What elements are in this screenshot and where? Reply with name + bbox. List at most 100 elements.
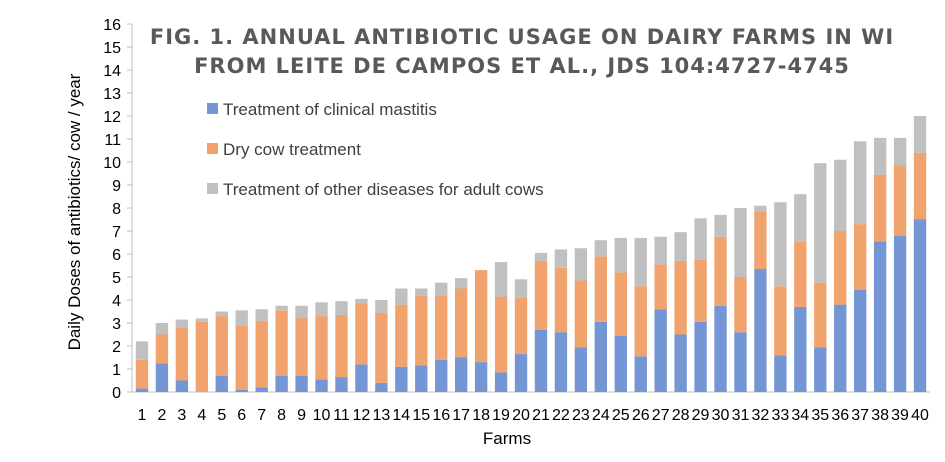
bar-dry-cow-treatment-farm-9: [295, 317, 308, 376]
bar-dry-cow-treatment-farm-3: [175, 327, 189, 381]
bar-treatment-of-clinical-mastitis-farm-33: [774, 355, 787, 392]
bar-treatment-of-clinical-mastitis-farm-5: [215, 375, 228, 392]
bar-treatment-of-other-diseases-for-adult-cows-farm-20: [514, 279, 528, 298]
x-tick-label: 15: [412, 407, 430, 424]
bar-treatment-of-clinical-mastitis-farm-16: [435, 359, 448, 392]
bar-treatment-of-clinical-mastitis-farm-25: [614, 335, 627, 392]
bar-treatment-of-clinical-mastitis-farm-6: [235, 389, 248, 392]
bar-treatment-of-clinical-mastitis-farm-15: [415, 365, 428, 392]
bar-treatment-of-clinical-mastitis-farm-8: [275, 375, 288, 392]
bar-treatment-of-other-diseases-for-adult-cows-farm-24: [594, 240, 608, 257]
bar-treatment-of-clinical-mastitis-farm-34: [794, 306, 807, 392]
bar-dry-cow-treatment-farm-8: [275, 310, 288, 376]
bar-dry-cow-treatment-farm-17: [454, 288, 468, 358]
x-tick-label: 35: [811, 407, 829, 424]
x-tick-label: 21: [532, 407, 550, 424]
bar-dry-cow-treatment-farm-25: [614, 272, 627, 336]
bar-treatment-of-clinical-mastitis-farm-11: [335, 377, 348, 392]
bar-dry-cow-treatment-farm-36: [834, 231, 847, 305]
bar-dry-cow-treatment-farm-29: [694, 259, 707, 322]
x-tick-label: 19: [492, 407, 510, 424]
bar-dry-cow-treatment-farm-11: [335, 314, 348, 378]
bar-dry-cow-treatment-farm-6: [235, 325, 248, 390]
bar-treatment-of-clinical-mastitis-farm-17: [454, 357, 468, 392]
y-tick-label: 14: [103, 63, 121, 80]
bar-dry-cow-treatment-farm-23: [574, 280, 588, 348]
x-tick-label: 16: [432, 407, 450, 424]
bar-treatment-of-clinical-mastitis-farm-36: [834, 304, 847, 392]
bar-dry-cow-treatment-farm-26: [634, 286, 647, 357]
x-tick-label: 26: [632, 407, 650, 424]
y-tick-label: 10: [103, 155, 121, 172]
bar-treatment-of-other-diseases-for-adult-cows-farm-17: [454, 278, 468, 289]
bar-treatment-of-other-diseases-for-adult-cows-farm-38: [873, 137, 887, 175]
x-tick-label: 38: [871, 407, 889, 424]
y-tick-label: 13: [103, 86, 121, 103]
x-tick-label: 29: [692, 407, 710, 424]
x-tick-label: 32: [752, 407, 770, 424]
bar-treatment-of-other-diseases-for-adult-cows-farm-39: [893, 137, 907, 166]
bar-treatment-of-clinical-mastitis-farm-31: [734, 332, 747, 392]
bar-dry-cow-treatment-farm-15: [415, 295, 428, 366]
x-tick-label: 39: [891, 407, 909, 424]
bar-dry-cow-treatment-farm-31: [734, 277, 747, 333]
bar-treatment-of-clinical-mastitis-farm-14: [395, 366, 408, 392]
bar-treatment-of-clinical-mastitis-farm-3: [175, 380, 189, 392]
bar-treatment-of-clinical-mastitis-farm-10: [315, 379, 328, 392]
bar-treatment-of-other-diseases-for-adult-cows-farm-33: [774, 202, 787, 287]
x-tick-label: 17: [452, 407, 470, 424]
bar-treatment-of-clinical-mastitis-farm-20: [514, 354, 528, 392]
legend-swatch-dry-cow: [207, 143, 218, 154]
bar-treatment-of-other-diseases-for-adult-cows-farm-4: [195, 318, 209, 322]
bar-treatment-of-other-diseases-for-adult-cows-farm-34: [794, 194, 807, 242]
bar-treatment-of-clinical-mastitis-farm-21: [534, 329, 548, 392]
legend-swatch-mastitis: [207, 103, 218, 114]
bar-treatment-of-other-diseases-for-adult-cows-farm-6: [235, 310, 248, 326]
bar-dry-cow-treatment-farm-20: [514, 297, 528, 355]
bar-dry-cow-treatment-farm-21: [534, 260, 548, 330]
x-tick-label: 18: [472, 407, 490, 424]
bar-dry-cow-treatment-farm-7: [255, 320, 268, 388]
bar-treatment-of-clinical-mastitis-farm-32: [754, 268, 767, 392]
x-tick-label: 37: [851, 407, 869, 424]
legend: Treatment of clinical mastitis Dry cow t…: [207, 100, 544, 199]
bar-treatment-of-clinical-mastitis-farm-40: [913, 219, 927, 392]
bar-dry-cow-treatment-farm-34: [794, 241, 807, 307]
bar-treatment-of-other-diseases-for-adult-cows-farm-29: [694, 218, 707, 260]
bar-treatment-of-clinical-mastitis-farm-12: [355, 364, 368, 392]
bar-treatment-of-clinical-mastitis-farm-2: [155, 363, 169, 392]
bar-treatment-of-clinical-mastitis-farm-18: [474, 362, 488, 392]
bar-treatment-of-other-diseases-for-adult-cows-farm-27: [654, 236, 667, 265]
y-tick-label: 4: [112, 293, 121, 310]
bar-treatment-of-other-diseases-for-adult-cows-farm-13: [375, 300, 388, 313]
chart-title-line-1: FIG. 1. ANNUAL ANTIBIOTIC USAGE ON DAIRY…: [150, 25, 894, 49]
y-tick-label: 0: [112, 385, 121, 402]
bar-dry-cow-treatment-farm-24: [594, 256, 608, 322]
x-tick-label: 6: [237, 407, 246, 424]
y-tick-label: 11: [104, 132, 121, 149]
x-tick-label: 14: [392, 407, 410, 424]
x-tick-label: 4: [197, 407, 206, 424]
bar-treatment-of-other-diseases-for-adult-cows-farm-5: [215, 311, 228, 317]
bar-treatment-of-other-diseases-for-adult-cows-farm-7: [255, 309, 268, 321]
x-tick-label: 40: [911, 407, 929, 424]
x-tick-label: 20: [512, 407, 530, 424]
bar-treatment-of-other-diseases-for-adult-cows-farm-36: [834, 159, 847, 231]
bar-dry-cow-treatment-farm-14: [395, 304, 408, 367]
bar-treatment-of-clinical-mastitis-farm-7: [255, 387, 268, 392]
bar-dry-cow-treatment-farm-39: [893, 165, 907, 236]
y-tick-label: 8: [112, 201, 121, 218]
bar-dry-cow-treatment-farm-37: [853, 224, 867, 290]
y-tick-label: 6: [112, 247, 121, 264]
x-tick-label: 22: [552, 407, 570, 424]
bar-treatment-of-clinical-mastitis-farm-23: [574, 347, 588, 392]
legend-label-dry-cow: Dry cow treatment: [223, 140, 361, 159]
bar-treatment-of-clinical-mastitis-farm-27: [654, 309, 667, 392]
x-tick-label: 12: [353, 407, 371, 424]
bar-dry-cow-treatment-farm-32: [754, 211, 767, 269]
y-tick-label: 15: [103, 40, 121, 57]
bar-treatment-of-other-diseases-for-adult-cows-farm-9: [295, 305, 308, 318]
bar-treatment-of-other-diseases-for-adult-cows-farm-32: [754, 205, 767, 212]
bars: [135, 116, 927, 392]
x-tick-label: 30: [712, 407, 730, 424]
